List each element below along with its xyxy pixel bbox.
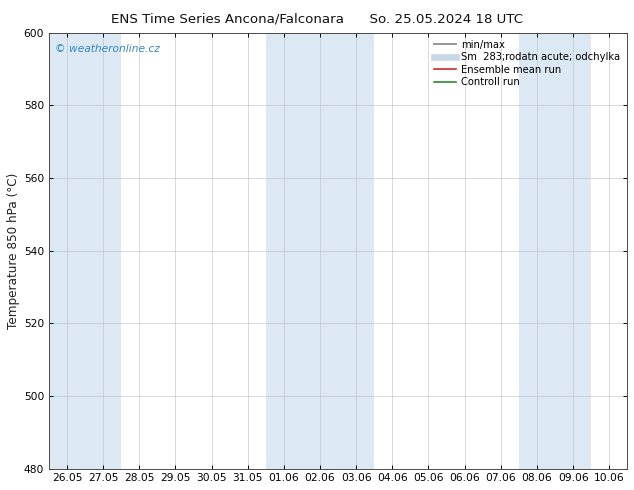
Legend: min/max, Sm  283;rodatn acute; odchylka, Ensemble mean run, Controll run: min/max, Sm 283;rodatn acute; odchylka, … [432,38,623,89]
Bar [519,33,591,468]
Y-axis label: Temperature 850 hPa (°C): Temperature 850 hPa (°C) [7,172,20,329]
Text: © weatheronline.cz: © weatheronline.cz [55,44,160,53]
Bar [266,33,374,468]
Bar [49,33,121,468]
Text: ENS Time Series Ancona/Falconara      So. 25.05.2024 18 UTC: ENS Time Series Ancona/Falconara So. 25.… [111,12,523,25]
